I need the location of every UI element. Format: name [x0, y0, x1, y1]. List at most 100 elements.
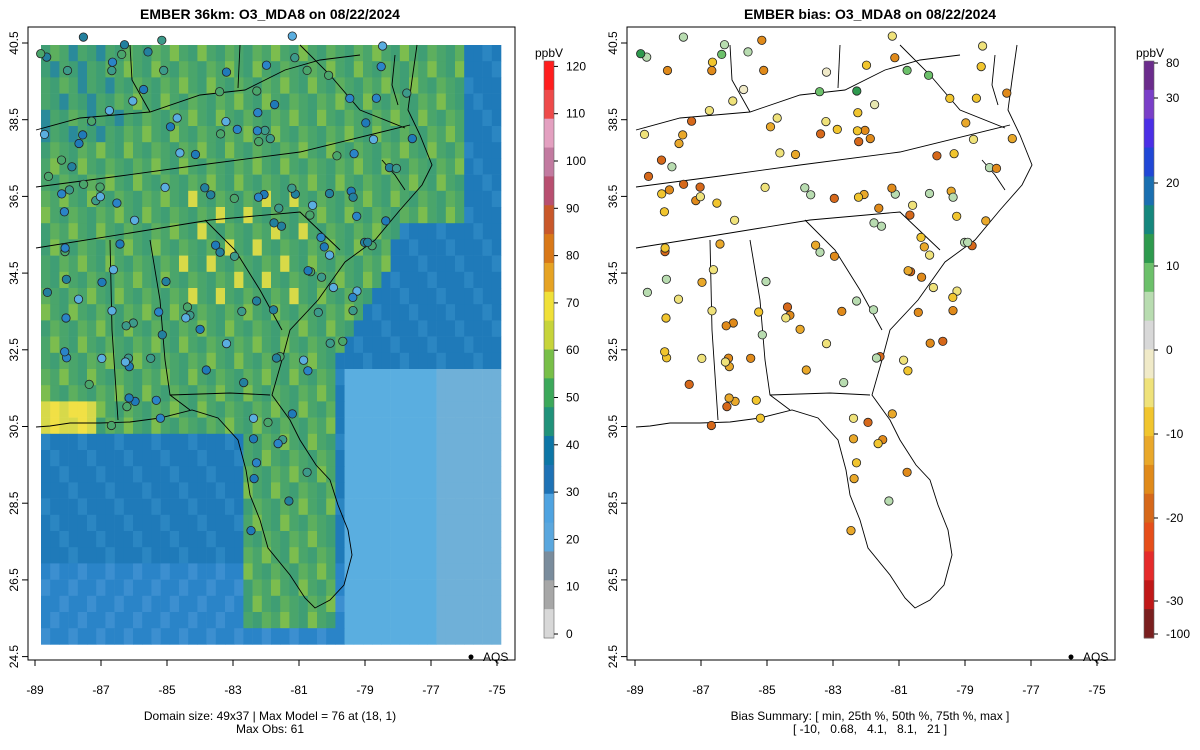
obs-point: [252, 296, 262, 306]
grid-cell: [326, 579, 336, 597]
grid-cell: [261, 498, 272, 516]
grid-cell: [59, 595, 69, 613]
grid-cell: [418, 255, 428, 273]
grid-cell: [123, 190, 134, 208]
grid-cell: [206, 288, 217, 305]
grid-cell: [280, 174, 290, 192]
grid-cell: [418, 514, 428, 532]
bias-point: [724, 393, 734, 403]
grid-cell: [234, 77, 244, 94]
grid-cell: [344, 482, 355, 499]
grid-cell: [77, 255, 88, 273]
grid-cell: [225, 579, 235, 597]
grid-cell: [133, 61, 143, 78]
bias-point: [717, 49, 727, 60]
grid-cell: [427, 190, 437, 208]
grid-cell: [482, 239, 493, 256]
grid-cell: [353, 563, 364, 580]
colorbar-segment: [1144, 262, 1154, 293]
grid-cell: [114, 401, 125, 418]
grid-cell: [215, 369, 226, 386]
grid-cell: [482, 223, 493, 240]
grid-cell: [261, 547, 272, 564]
obs-point: [130, 215, 140, 225]
grid-cell: [409, 352, 419, 370]
grid-cell: [353, 158, 364, 175]
grid-cell: [197, 352, 207, 370]
grid-cell: [105, 466, 115, 483]
grid-cell: [114, 109, 125, 127]
grid-cell: [160, 45, 171, 62]
grid-cell: [418, 190, 428, 208]
grid-cell: [160, 595, 171, 613]
grid-cell: [280, 514, 290, 532]
grid-cell: [280, 304, 290, 321]
grid-cell: [206, 612, 217, 629]
grid-cell: [298, 320, 309, 337]
colorbar-segment: [544, 291, 554, 322]
grid-cell: [142, 401, 152, 418]
grid-cell: [381, 190, 391, 208]
grid-cell: [307, 304, 318, 321]
grid-cell: [160, 223, 171, 240]
grid-cell: [326, 239, 336, 256]
grid-cell: [491, 223, 502, 240]
bias-point: [860, 125, 870, 135]
colorbar-segment: [1144, 464, 1154, 495]
grid-cell: [464, 77, 474, 94]
grid-cell: [197, 369, 207, 386]
grid-cell: [427, 336, 437, 354]
grid-cell: [142, 579, 152, 597]
colorbar-segment: [544, 118, 554, 149]
grid-cell: [418, 126, 428, 143]
bias-point: [815, 247, 825, 257]
grid-cell: [151, 158, 161, 175]
obs-point: [249, 473, 259, 484]
grid-cell: [225, 514, 235, 532]
grid-cell: [252, 207, 263, 224]
grid-cell: [68, 190, 79, 208]
grid-cell: [133, 563, 143, 580]
grid-cell: [436, 190, 447, 208]
grid-cell: [482, 450, 493, 467]
obs-point: [195, 324, 205, 334]
grid-cell: [473, 304, 483, 321]
grid-cell: [326, 417, 336, 435]
grid-cell: [41, 579, 51, 597]
bias-point: [821, 338, 832, 349]
grid-cell: [252, 547, 263, 564]
grid-cell: [225, 142, 235, 159]
grid-cell: [418, 498, 428, 516]
grid-cell: [50, 595, 60, 613]
grid-cell: [188, 288, 198, 305]
grid-cell: [151, 482, 161, 499]
grid-cell: [390, 304, 401, 321]
grid-cell: [409, 628, 419, 645]
grid-cell: [353, 142, 364, 159]
grid-cell: [298, 109, 309, 127]
grid-cell: [261, 336, 272, 354]
grid-cell: [151, 93, 161, 111]
grid-cell: [142, 320, 152, 337]
grid-cell: [151, 45, 161, 62]
obs-point: [391, 163, 402, 173]
right-y-axis: 40.538.536.534.532.530.528.526.524.5: [606, 31, 627, 668]
grid-cell: [59, 531, 69, 548]
grid-cell: [409, 514, 419, 532]
grid-cell: [243, 385, 253, 402]
grid-cell: [225, 109, 235, 127]
bias-point: [656, 155, 667, 165]
obs-point: [265, 134, 275, 144]
grid-cell: [197, 158, 207, 175]
grid-cell: [114, 514, 125, 532]
grid-cell: [243, 93, 253, 111]
obs-point: [319, 242, 329, 252]
obs-point: [128, 96, 138, 106]
obs-point: [254, 137, 264, 147]
grid-cell: [77, 466, 88, 483]
grid-cell: [482, 109, 493, 127]
grid-cell: [114, 579, 125, 597]
boundary-line: [769, 392, 871, 396]
